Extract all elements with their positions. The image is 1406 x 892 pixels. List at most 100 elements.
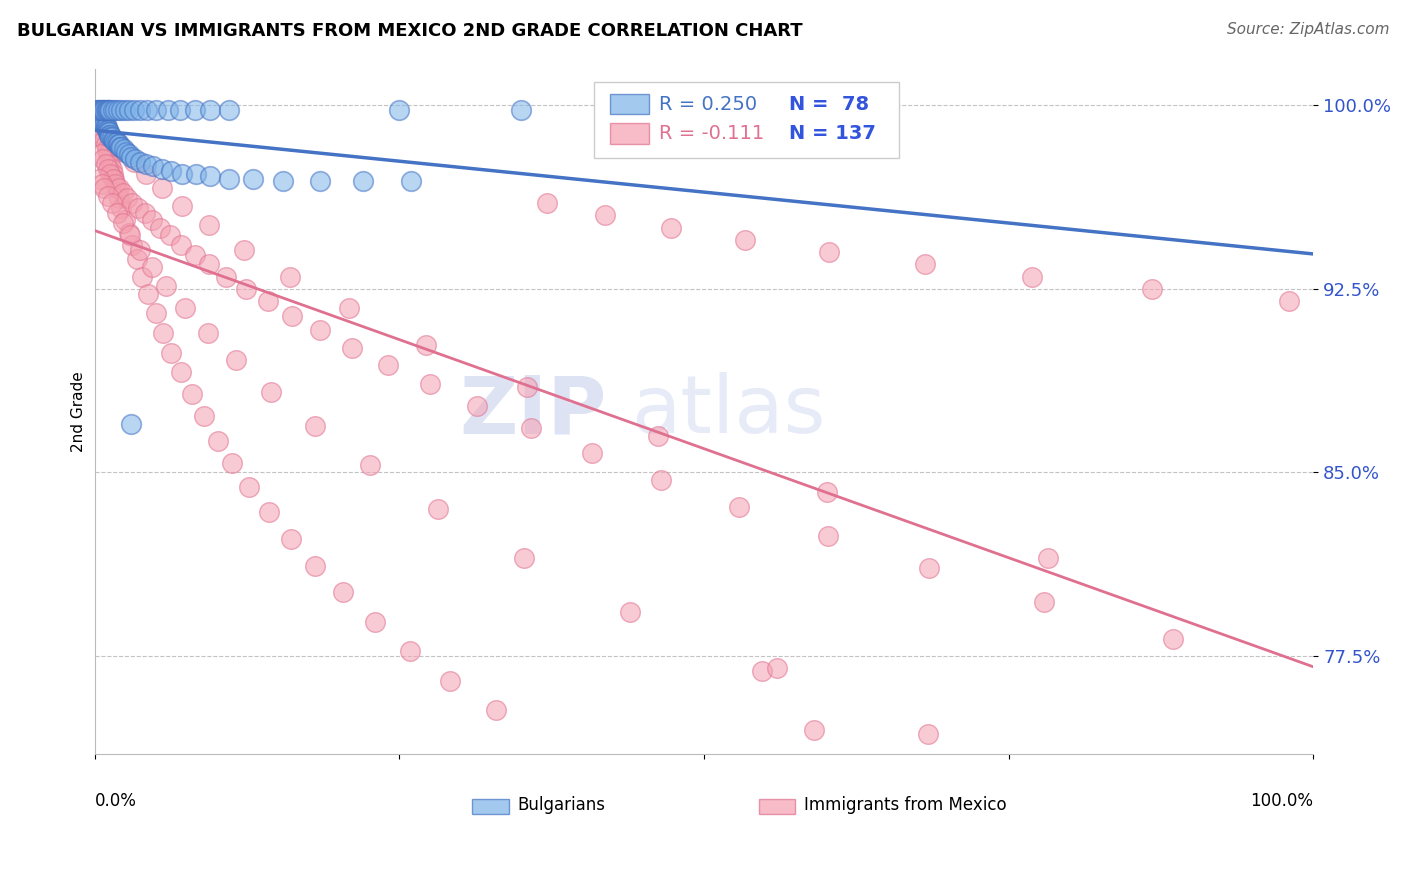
Point [87,111,110,125]
Point [101,132,124,146]
Point [98,103,121,117]
Point [918,561,941,575]
Point [233,243,256,257]
Point [97,147,120,161]
Point [1032,595,1054,609]
Point [120,417,142,431]
Point [419,377,441,392]
Point [415,338,437,352]
Point [150,181,173,195]
Point [93,103,115,117]
Point [90,111,112,125]
Point [536,196,558,211]
Point [87,103,110,117]
Point [751,664,773,678]
Point [256,294,278,309]
Point [155,279,177,293]
Point [439,673,461,688]
Point [152,326,174,340]
Point [90,177,112,191]
Point [86,103,108,117]
Point [115,145,138,159]
Point [90,108,112,122]
Point [134,206,156,220]
Point [104,177,127,191]
Point [193,409,215,424]
Point [105,206,128,220]
Point [118,103,141,117]
Point [141,260,163,274]
Point [728,500,751,514]
Point [93,115,115,129]
Text: R = 0.250: R = 0.250 [659,95,756,113]
Point [104,135,127,149]
Point [98,128,121,142]
Point [516,380,538,394]
Point [124,152,146,166]
Point [465,400,488,414]
Text: BULGARIAN VS IMMIGRANTS FROM MEXICO 2ND GRADE CORRELATION CHART: BULGARIAN VS IMMIGRANTS FROM MEXICO 2ND … [17,22,803,40]
Point [100,167,122,181]
Point [136,103,159,117]
Point [91,128,114,142]
Point [142,160,165,174]
Text: atlas: atlas [631,372,825,450]
Point [172,199,194,213]
Point [94,103,117,117]
Point [198,218,221,232]
Point [309,324,332,338]
Point [520,421,543,435]
Point [309,174,332,188]
FancyBboxPatch shape [595,82,898,158]
Point [90,103,112,117]
Point [399,644,422,658]
Point [121,196,143,211]
Point [1021,269,1043,284]
Point [93,118,115,132]
Point [107,137,129,152]
Point [94,118,117,132]
Point [108,181,131,195]
Point [96,120,118,135]
Point [170,237,193,252]
Point [650,473,672,487]
Point [183,247,205,261]
Point [108,191,131,205]
Point [98,152,121,166]
Point [377,358,399,372]
Text: N = 137: N = 137 [789,124,876,143]
Point [304,558,326,573]
Point [128,154,150,169]
Point [332,585,354,599]
Point [1278,294,1301,309]
Point [198,257,221,271]
Point [173,301,195,316]
Point [734,233,756,247]
Point [87,108,110,122]
Point [104,103,127,117]
Point [94,137,117,152]
Point [108,137,131,152]
Point [100,161,122,176]
Point [107,103,129,117]
Point [150,161,173,176]
Point [169,103,191,117]
Point [200,169,222,184]
Point [97,125,120,139]
Point [225,352,247,367]
Point [114,103,136,117]
Point [304,419,326,434]
Point [218,171,240,186]
Point [238,480,260,494]
Point [160,345,183,359]
Point [127,252,149,267]
Point [112,145,135,159]
Point [359,458,381,472]
Point [512,551,534,566]
Point [766,661,789,675]
Point [90,111,112,125]
Point [593,209,616,223]
Point [110,201,132,215]
Point [103,171,125,186]
Point [818,245,841,260]
